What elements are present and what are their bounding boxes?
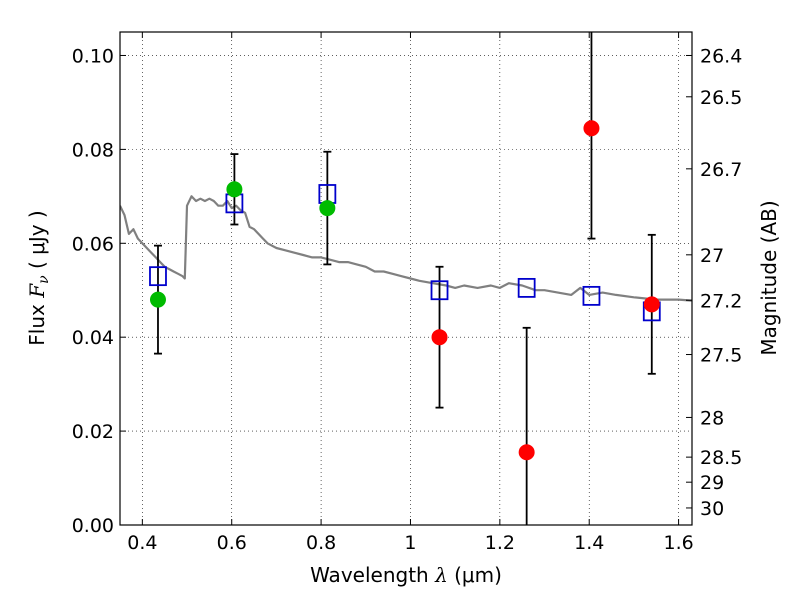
observed-flux-point — [149, 291, 166, 308]
y-tick-label: 0.04 — [72, 327, 114, 349]
y-tick-label: 0.00 — [72, 515, 114, 537]
model-spectrum — [120, 195, 692, 302]
observed-flux-point — [583, 120, 600, 137]
y2-tick-label: 27 — [700, 245, 724, 267]
y2-tick-label: 27.2 — [700, 290, 742, 312]
model-photometry-square — [517, 277, 536, 298]
x-tick-label: 0.6 — [217, 532, 247, 554]
x-tick-label: 1 — [404, 532, 416, 554]
observed-flux-point — [431, 329, 448, 346]
plot-frame — [119, 31, 693, 526]
model-photometry-square — [149, 266, 167, 287]
x-tick-label: 0.4 — [127, 532, 157, 554]
y2-tick-label: 28.5 — [700, 447, 742, 469]
x-axis-label: Wavelength λ (μm) — [310, 563, 502, 587]
model-photometry-square — [582, 285, 601, 306]
observed-flux-point — [518, 444, 535, 461]
data-markers — [149, 120, 661, 461]
y2-tick-label: 27.5 — [700, 345, 742, 367]
y2-axis-label: Magnitude (AB) — [757, 200, 781, 355]
model-spectrum-line — [120, 195, 692, 302]
model-photometry-square — [430, 280, 449, 301]
y2-tick-label: 26.7 — [700, 159, 742, 181]
x-tick-label: 1.2 — [485, 532, 515, 554]
x-tick-label: 1.4 — [574, 532, 604, 554]
grid-lines — [120, 32, 692, 526]
axis-ticks: 0.4 0.6 0.8 1 1.2 1.4 1.6 0.00 0.02 0.04 0.06 0.08 0… — [72, 32, 742, 554]
observed-flux-point — [319, 200, 336, 217]
observed-flux-point — [226, 181, 243, 198]
y-axis-label: Flux Fν ( μJy ) — [25, 210, 52, 345]
y2-tick-label: 26.4 — [700, 45, 742, 67]
x-tick-label: 1.6 — [663, 532, 693, 554]
x-tick-label: 0.8 — [306, 532, 336, 554]
y-tick-label: 0.08 — [72, 139, 114, 161]
y-tick-label: 0.06 — [72, 233, 114, 255]
y2-tick-label: 29 — [700, 472, 724, 494]
y-tick-label: 0.10 — [72, 45, 114, 67]
y2-tick-label: 28 — [700, 407, 724, 429]
y-tick-label: 0.02 — [72, 421, 114, 443]
y2-tick-label: 30 — [700, 498, 724, 520]
error-bars — [153, 32, 656, 525]
observed-flux-point — [643, 296, 660, 313]
y2-tick-label: 26.5 — [700, 87, 742, 109]
